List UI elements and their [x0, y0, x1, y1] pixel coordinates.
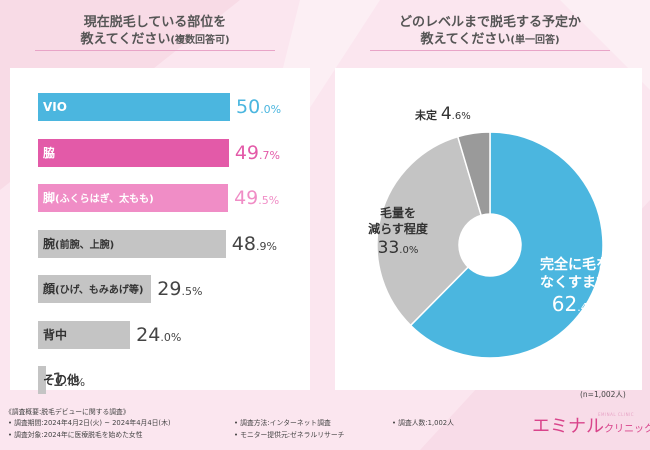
bar-value-int: 50	[236, 96, 261, 118]
bar-value-int: 1	[52, 369, 65, 391]
donut-value-dec: .0%	[399, 245, 419, 256]
bar-3	[38, 229, 226, 258]
donut-value-int: 62	[551, 292, 578, 316]
bar-label-sub: (ひげ、もみあげ等)	[55, 285, 144, 296]
bar-value-dec: .5%	[258, 194, 280, 207]
brand-logo-sub: クリニック	[604, 424, 650, 435]
bar-label-main: その他	[43, 373, 80, 387]
bar-value-4: 29.5%	[157, 275, 202, 306]
bar-5	[38, 320, 131, 349]
bar-label-main: 脚	[43, 191, 56, 205]
donut-label-2: 未定 4.6%	[415, 103, 495, 127]
donut-value-int: 33	[377, 238, 400, 258]
bar-label-sub: (前腕、上腕)	[55, 239, 115, 251]
bar-value-int: 29	[157, 278, 182, 300]
bar-label-0: VIO	[43, 93, 67, 121]
footer-survey-summary: 《調査概要:脱毛デビューに関する調査》	[5, 408, 130, 416]
bar-value-1: 49.7%	[235, 139, 280, 170]
bar-label-main: 背中	[43, 327, 68, 342]
bar-label-3: 腕(前腕、上腕)	[43, 230, 114, 260]
bar-2	[38, 184, 229, 212]
sample-size: (n=1,002人)	[580, 390, 626, 399]
donut-label-text: 完全に毛を	[540, 257, 610, 273]
bar-label-4: 顔(ひげ、もみあげ等)	[43, 275, 143, 305]
bar-label-main: 腕	[43, 236, 56, 251]
donut-value-dec: .6%	[451, 111, 471, 122]
footer-provider: • モニター提供元:ゼネラルリサーチ	[234, 431, 345, 439]
footer-period: • 調査期間:2024年4月2日(火) ~ 2024年4月4日(木)	[8, 419, 171, 427]
donut-value: 33.0%	[353, 237, 443, 261]
bar-value-dec: .0%	[160, 330, 182, 344]
bar-label-2: 脚(ふくらはぎ、太もも)	[43, 184, 154, 214]
bar-value-int: 24	[136, 323, 161, 346]
footer-method: • 調査方法:インターネット調査	[234, 419, 331, 427]
bar-label-1: 脇	[43, 139, 55, 167]
donut-slice-2	[456, 131, 491, 217]
bar-label-main: 顔	[43, 282, 56, 296]
donut-slice-0	[409, 131, 604, 359]
left-chart-title-line2: 教えてください	[80, 32, 171, 47]
donut-slice-1	[376, 135, 483, 327]
right-chart-title-line2: 教えてください	[420, 32, 511, 47]
donut-label-0: 完全に毛をなくすまで 62.4%	[520, 256, 630, 320]
donut-value-dec: .4%	[577, 301, 599, 314]
bar-value-int: 49	[234, 141, 260, 164]
left-chart-title-line1: 現在脱毛している部位を	[83, 15, 227, 30]
bar-value-dec: .5%	[181, 285, 203, 298]
donut-label-text: 毛量を	[379, 206, 416, 220]
bar-value-int: 49	[234, 187, 259, 209]
right-chart-title-note: (単一回答)	[510, 35, 560, 46]
bar-value-5: 24.0%	[136, 321, 181, 352]
bar-label-sub: (ふくらはぎ、太もも)	[55, 194, 154, 205]
bar-value-3: 48.9%	[232, 230, 277, 261]
bar-value-int: 48	[231, 232, 256, 255]
right-title-divider	[370, 50, 610, 51]
donut-value-int: 4	[440, 104, 452, 124]
right-chart-title-line1: どのレベルまで脱毛する予定か	[398, 15, 581, 30]
bar-value-dec: .9%	[255, 239, 277, 253]
donut-label-text: なくすまで	[540, 275, 610, 291]
bar-value-dec: .4%	[64, 376, 86, 389]
left-chart-title-note: (複数回答可)	[170, 35, 230, 46]
bar-label-6: その他	[43, 366, 79, 394]
right-chart-title: どのレベルまで脱毛する予定か 教えてください(単一回答)	[370, 14, 610, 49]
bar-1	[38, 138, 229, 167]
donut-value: 4.6%	[440, 104, 471, 124]
bar-value-dec: .7%	[259, 148, 280, 162]
bar-value-0: 50.0%	[236, 93, 281, 124]
bar-value-6: 1.4%	[52, 366, 85, 397]
bar-label-main: VIO	[43, 100, 67, 114]
donut-label-1: 毛量を 減らす程度 33.0%	[353, 205, 443, 261]
brand-logo-tag: EMINAL CLINIC	[598, 412, 635, 417]
footer-target: • 調査対象:2024年に医療脱毛を始めた女性	[8, 431, 143, 439]
bar-label-5: 背中	[43, 321, 67, 349]
donut-value: 62.4%	[520, 292, 630, 320]
donut-label-text: 減らす程度	[368, 222, 428, 236]
bar-4	[38, 275, 152, 303]
bar-6	[38, 366, 46, 394]
bar-label-main: 脇	[43, 145, 56, 160]
left-title-divider	[35, 50, 275, 51]
bar-value-2: 49.5%	[234, 184, 279, 215]
bar-value-dec: .0%	[260, 103, 282, 116]
donut-label-text: 未定	[415, 109, 441, 122]
left-chart-title: 現在脱毛している部位を 教えてください(複数回答可)	[35, 14, 275, 49]
footer-count: • 調査人数:1,002人	[392, 419, 454, 427]
brand-logo-main: エミナル	[532, 416, 604, 437]
brand-logo: エミナルクリニック	[532, 412, 650, 438]
bar-0	[38, 93, 230, 121]
